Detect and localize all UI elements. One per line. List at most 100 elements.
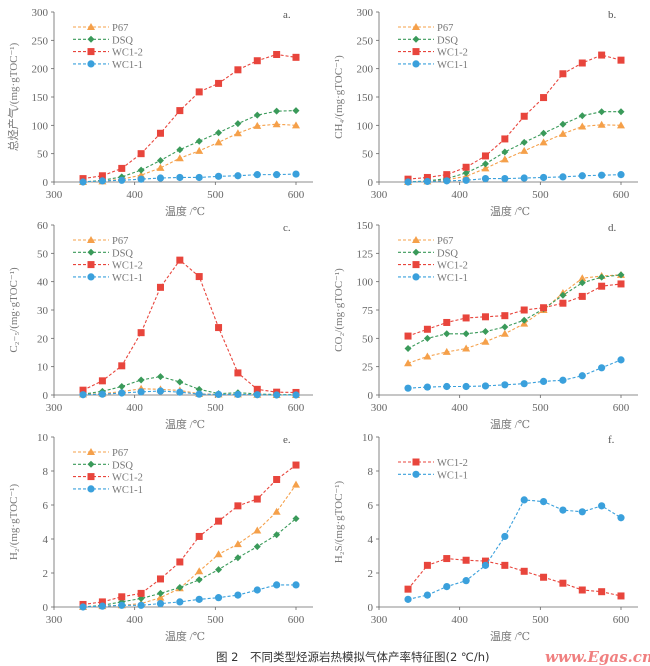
data-point [520,316,528,324]
data-point [520,496,528,504]
series-DSQ [404,271,625,353]
data-point [292,461,300,469]
panel-label: e. [283,434,291,446]
data-point [195,88,203,96]
series-line [408,359,622,389]
data-point [292,121,300,129]
y-tick-label: 100 [32,120,49,132]
data-point [253,543,261,551]
y-tick-label: 0 [368,602,374,614]
legend-label: DSQ [112,248,133,259]
data-point [292,107,300,115]
data-point [292,581,300,589]
data-point [443,555,451,563]
data-point [137,376,145,384]
y-tick-label: 10 [362,432,374,444]
y-tick-label: 150 [32,92,49,104]
legend-label: P67 [112,236,128,247]
x-axis-label: 温度 /℃ [490,417,530,431]
data-point [195,173,203,182]
data-point [443,382,451,391]
y-tick-label: 50 [362,333,374,345]
y-tick-label: 50 [37,248,49,260]
data-point [500,329,509,337]
legend-marker [412,470,420,478]
x-tick-label: 300 [46,189,63,201]
legend-item: WC1-1 [73,60,143,71]
data-point [559,376,567,384]
data-point [539,377,548,385]
data-point [156,283,164,291]
series-WC1-1 [79,581,300,611]
figure-caption: 图 2 不同类型烃源岩热模拟气体产率特征图(2 ℃/h) [216,650,490,664]
data-point [559,299,567,307]
y-tick-label: 0 [43,390,49,402]
data-point [540,573,548,581]
data-point [273,107,281,115]
data-point [501,175,509,183]
data-point [253,171,261,179]
legend-item: WC1-1 [73,485,143,496]
data-point [423,591,431,599]
series-WC1-1 [404,356,625,392]
y-tick-label: 300 [32,7,49,19]
legend-marker [87,485,95,493]
data-point [462,382,470,391]
x-axis-label: 温度 /℃ [165,204,205,218]
data-point [176,256,184,264]
data-point [118,164,126,172]
data-point [156,156,164,164]
data-point [118,176,126,184]
data-point [214,172,223,180]
data-point [137,589,145,597]
series-DSQ [79,515,300,611]
x-tick-label: 300 [371,402,388,414]
y-axis-label: H₂S/(mg·gTOC⁻¹) [333,480,345,563]
data-point [462,330,470,338]
data-point [176,558,184,566]
data-point [462,169,470,177]
legend-item: P67 [73,448,128,459]
data-point [292,170,300,178]
data-point [156,129,164,137]
data-point [156,387,165,395]
data-point [404,585,412,593]
data-point [520,306,528,314]
data-point [520,138,528,146]
x-tick-label: 600 [613,189,630,201]
data-point [578,372,586,380]
y-tick-label: 6 [368,500,374,512]
legend-marker [87,261,95,269]
data-point [253,495,261,503]
y-axis-label: 总烃产气/(mg·gTOC⁻¹) [6,42,20,151]
series-DSQ [79,107,300,186]
legend-label: WC1-2 [112,473,143,484]
x-tick-label: 400 [451,402,468,414]
legend-item: P67 [398,236,453,247]
legend-marker [87,460,95,468]
y-tick-label: 10 [37,362,49,374]
legend-label: WC1-2 [437,261,468,272]
y-tick-label: 75 [362,305,374,317]
data-point [481,152,489,160]
data-point [176,173,184,182]
legend-marker [87,48,95,56]
data-point [501,532,509,541]
y-tick-label: 200 [357,64,374,76]
legend-label: P67 [112,448,128,459]
y-tick-label: 250 [32,35,49,47]
data-point [215,517,223,525]
series-WC1-1 [404,496,625,603]
legend-label: WC1-1 [437,60,468,71]
data-point [195,532,203,540]
data-point [176,146,184,154]
data-point [98,598,106,606]
data-point [118,383,126,390]
legend-label: WC1-1 [112,60,143,71]
panel-label: b. [608,9,617,21]
x-tick-label: 500 [532,189,549,201]
legend-label: P67 [437,236,453,247]
data-point [214,594,223,602]
data-point [234,172,242,180]
data-point [404,178,412,186]
